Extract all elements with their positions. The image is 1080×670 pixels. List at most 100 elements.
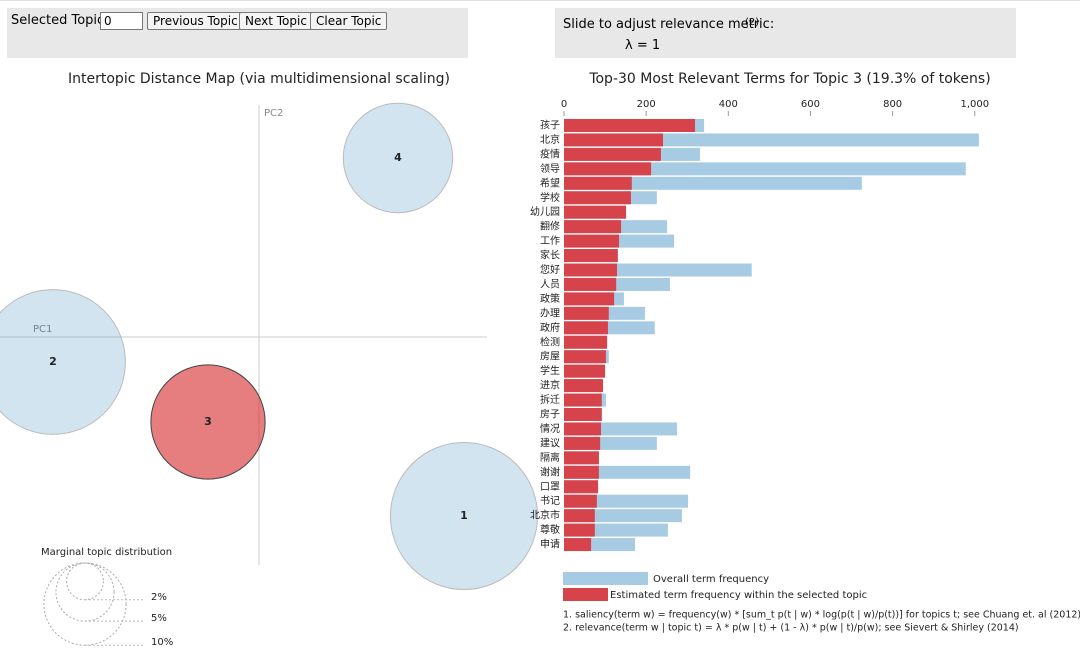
term-bar [564,162,966,176]
term-label: 工作 [540,235,560,247]
term-bar [564,465,599,479]
term-bar [564,205,627,219]
footnote: 1. saliency(term w) = frequency(w) * [su… [563,610,1080,621]
term-label: 书记 [540,495,560,507]
term-bar [564,379,604,393]
size-legend-title: Marginal topic distribution [41,547,172,558]
next-button[interactable]: Next Topic [239,12,313,30]
term-bar [564,494,597,508]
term-label: 希望 [540,176,560,189]
term-bar [564,162,652,176]
term-label: 家长 [540,249,560,262]
term-label: 政策 [540,292,560,305]
term-label: 房子 [540,408,560,421]
term-bar [564,436,601,450]
topic-label: 2 [49,355,57,368]
term-bar [564,538,592,552]
term-label: 政府 [540,321,560,334]
term-label: 进京 [540,379,560,392]
term-label: 人员 [540,278,560,290]
term-label: 北京市 [530,509,560,522]
term-bar [564,509,595,523]
x-tick-label: 800 [883,99,902,110]
x-tick-label: 400 [719,99,738,110]
term-bar [564,263,617,277]
topic-circle[interactable] [342,102,454,214]
term-label: 孩子 [540,119,560,132]
topic-input[interactable]: 0 [100,12,143,30]
term-bar [564,480,599,494]
term-bar [564,220,622,234]
term-bar [564,191,631,205]
term-bar [564,451,599,465]
lambda-label: λ = 1 [625,38,661,53]
term-bar [564,523,595,537]
term-label: 办理 [540,306,560,319]
topic-circle[interactable] [389,441,539,591]
legend-label: Overall term frequency [653,574,769,585]
term-bar [564,350,606,364]
topic-label: 4 [394,151,402,164]
footnote: 2. relevance(term w | topic t) = λ * p(w… [563,623,1019,634]
term-bar [564,277,617,291]
size-legend-circle [66,562,104,601]
size-legend-label: 5% [151,613,167,624]
x-tick-label: 1,000 [960,99,989,110]
term-bar [564,176,632,190]
term-label: 尊敬 [540,523,560,536]
topic-controls: Selected Topic: 0 Previous Topic Next To… [7,8,468,58]
term-label: 北京 [540,133,560,146]
topic-circle[interactable] [150,364,266,480]
term-bar [564,133,663,147]
term-label: 疫情 [540,147,560,160]
term-bar [564,306,609,320]
slider-note: (2) [745,17,760,28]
term-bar [564,292,615,306]
legend-swatch [563,588,608,601]
x-tick-label: 600 [801,99,820,110]
term-label: 翻修 [540,220,560,233]
term-label: 情况 [540,422,560,435]
y-axis-label: PC2 [264,108,283,119]
legend-swatch [563,572,648,585]
term-bar [564,176,862,190]
term-label: 学校 [540,191,560,204]
size-legend-label: 10% [151,637,173,648]
term-bar [564,249,618,263]
size-legend-circle [43,562,127,646]
term-bar [564,335,608,349]
term-bar [564,119,696,132]
topic-label: 1 [460,509,468,522]
term-label: 您好 [540,263,560,276]
relevance-controls: Slide to adjust relevance metric: (2) λ … [555,8,1016,58]
topic-circle[interactable] [0,289,126,435]
term-label: 建议 [540,436,560,449]
term-bar [564,147,661,161]
size-legend-label: 2% [151,592,167,603]
term-bar [564,234,620,248]
chart-title: Intertopic Distance Map (via multidimens… [68,71,450,87]
term-label: 拆迁 [540,393,560,406]
term-bar [564,408,602,421]
selected-topic-label: Selected Topic: [11,13,109,28]
clear-button[interactable]: Clear Topic [310,12,388,30]
term-label: 学生 [540,364,560,377]
x-axis-label: PC1 [33,324,52,335]
x-tick-label: 200 [637,99,656,110]
previous-button[interactable]: Previous Topic [147,12,244,30]
term-label: 检测 [540,335,560,348]
term-label: 口罩 [540,481,560,493]
topic-label: 3 [204,415,212,428]
term-bar [564,321,608,335]
term-label: 领导 [540,162,560,175]
term-label: 幼儿园 [530,205,560,218]
term-bar [564,364,606,378]
chart-title: Top-30 Most Relevant Terms for Topic 3 (… [588,71,990,87]
term-bar [564,422,601,436]
term-label: 隔离 [540,451,560,464]
x-tick-label: 0 [561,99,567,110]
term-bar [564,133,979,147]
size-legend-circle [55,562,115,622]
